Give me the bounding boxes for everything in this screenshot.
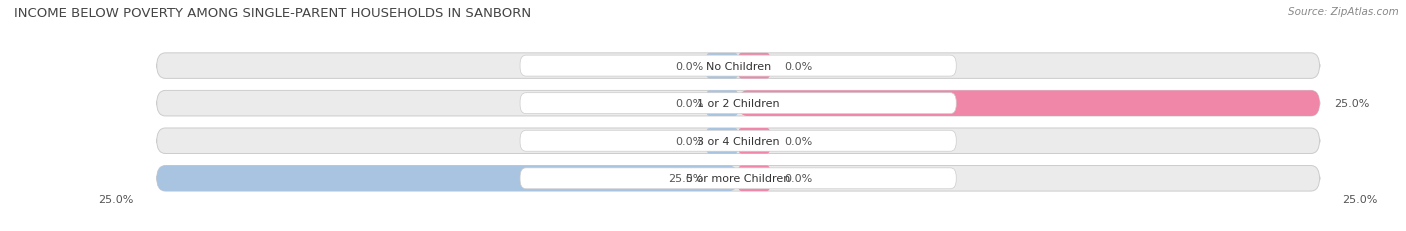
Text: 5 or more Children: 5 or more Children	[686, 173, 790, 183]
Text: 0.0%: 0.0%	[675, 99, 703, 109]
FancyBboxPatch shape	[156, 128, 1320, 154]
Text: No Children: No Children	[706, 61, 770, 71]
FancyBboxPatch shape	[156, 91, 1320, 116]
FancyBboxPatch shape	[520, 168, 956, 189]
Text: 25.0%: 25.0%	[98, 194, 134, 204]
FancyBboxPatch shape	[156, 54, 1320, 79]
FancyBboxPatch shape	[738, 91, 1320, 116]
FancyBboxPatch shape	[738, 166, 770, 191]
FancyBboxPatch shape	[520, 131, 956, 152]
Text: 3 or 4 Children: 3 or 4 Children	[697, 136, 779, 146]
Text: 0.0%: 0.0%	[675, 61, 703, 71]
Text: 0.0%: 0.0%	[785, 136, 813, 146]
FancyBboxPatch shape	[738, 54, 770, 79]
Text: INCOME BELOW POVERTY AMONG SINGLE-PARENT HOUSEHOLDS IN SANBORN: INCOME BELOW POVERTY AMONG SINGLE-PARENT…	[14, 7, 531, 20]
FancyBboxPatch shape	[706, 54, 738, 79]
Text: 25.0%: 25.0%	[668, 173, 703, 183]
FancyBboxPatch shape	[738, 128, 770, 154]
FancyBboxPatch shape	[520, 93, 956, 114]
Text: 25.0%: 25.0%	[1334, 99, 1369, 109]
FancyBboxPatch shape	[520, 56, 956, 77]
Text: 25.0%: 25.0%	[1343, 194, 1378, 204]
Text: 0.0%: 0.0%	[785, 173, 813, 183]
Text: Source: ZipAtlas.com: Source: ZipAtlas.com	[1288, 7, 1399, 17]
Text: 0.0%: 0.0%	[785, 61, 813, 71]
FancyBboxPatch shape	[706, 91, 738, 116]
Text: 0.0%: 0.0%	[675, 136, 703, 146]
Text: 1 or 2 Children: 1 or 2 Children	[697, 99, 779, 109]
FancyBboxPatch shape	[156, 166, 1320, 191]
FancyBboxPatch shape	[706, 128, 738, 154]
FancyBboxPatch shape	[156, 166, 738, 191]
